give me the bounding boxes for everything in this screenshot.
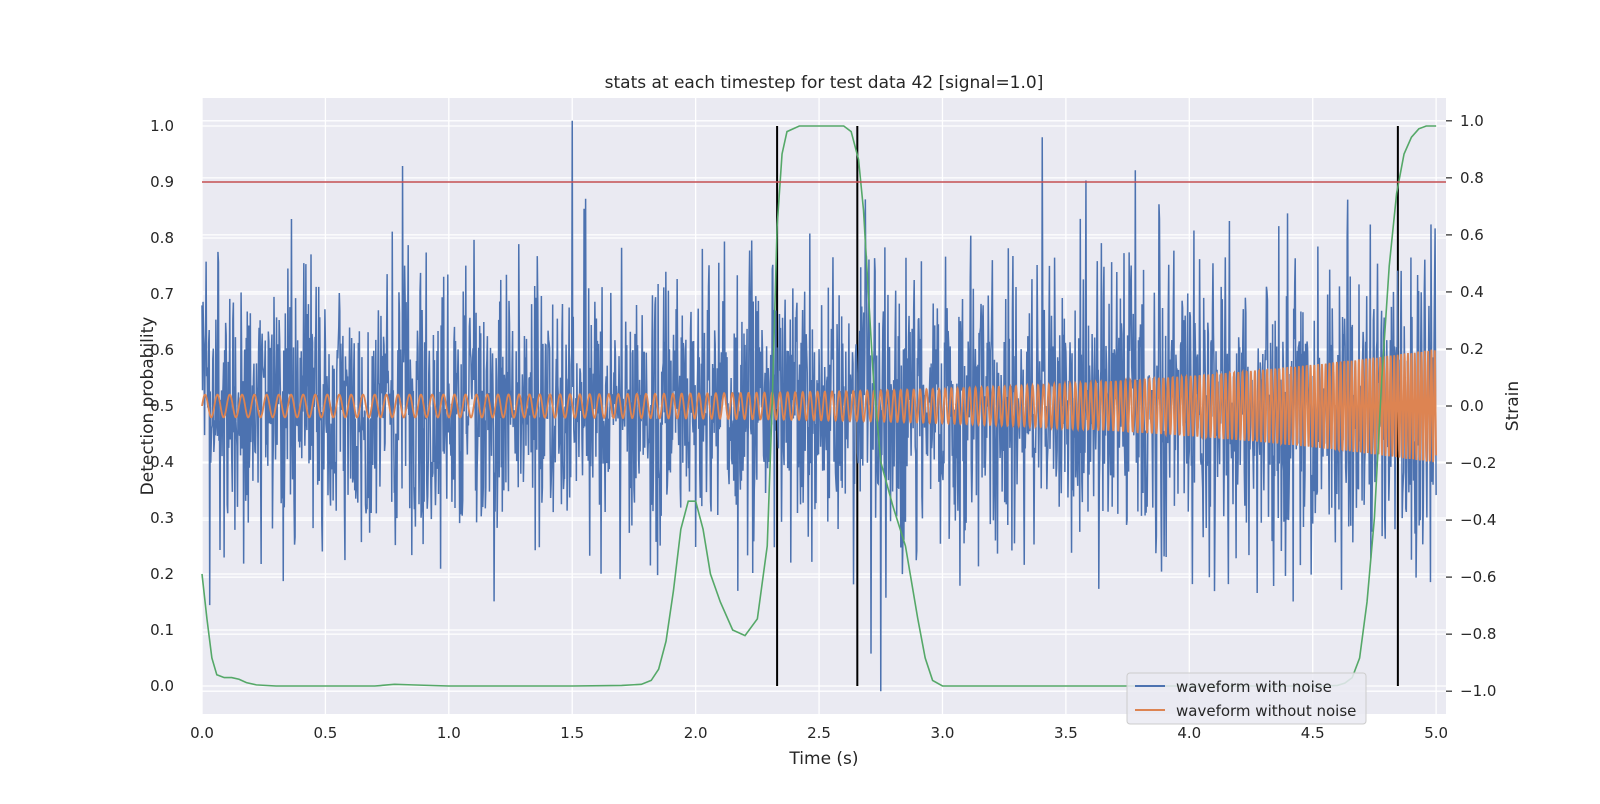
y-left-tick-label: 0.7 <box>150 285 174 303</box>
y-left-tick-label: 0.9 <box>150 173 174 191</box>
y-right-tick-label: 0.2 <box>1460 340 1484 358</box>
y-right-tick-label: 1.0 <box>1460 112 1484 130</box>
y-left-tick-label: 0.8 <box>150 229 174 247</box>
y-right-tick-label: 0.0 <box>1460 397 1484 415</box>
tick-labels: 0.0 0.5 1.0 1.5 2.0 2.5 3.0 3.5 4.0 4.5 5.0 0.0 0.1 0… <box>150 112 1496 742</box>
legend: waveform with noise waveform without noi… <box>1126 672 1367 725</box>
x-tick-label: 5.0 <box>1424 724 1448 742</box>
x-tick-label: 0.0 <box>190 724 214 742</box>
y-left-tick-label: 1.0 <box>150 117 174 135</box>
y-left-tick-label: 0.6 <box>150 341 174 359</box>
y-right-tick-label: −0.2 <box>1460 454 1496 472</box>
y-left-tick-label: 0.3 <box>150 509 174 527</box>
noise-series-group <box>201 120 1437 692</box>
x-tick-label: 4.5 <box>1301 724 1325 742</box>
y-right-tick-label: 0.6 <box>1460 226 1484 244</box>
y-right-tick-label: 0.4 <box>1460 283 1484 301</box>
y-left-tick-label: 0.4 <box>150 453 174 471</box>
x-tick-label: 2.0 <box>684 724 708 742</box>
y-axis-label-right: Strain <box>1503 381 1523 431</box>
y-right-tick-label: −1.0 <box>1460 682 1496 700</box>
x-axis-label: Time (s) <box>788 749 858 769</box>
x-tick-label: 4.0 <box>1177 724 1201 742</box>
clean-series-group <box>201 349 1438 463</box>
legend-label-noise: waveform with noise <box>1176 678 1332 696</box>
series-line-clean <box>201 349 1438 463</box>
y-right-tick-label: −0.6 <box>1460 568 1496 586</box>
legend-label-clean: waveform without noise <box>1176 702 1356 720</box>
y-left-tick-label: 0.1 <box>150 621 174 639</box>
legend-box <box>1126 672 1367 725</box>
x-tick-label: 1.0 <box>437 724 461 742</box>
x-tick-label: 2.5 <box>807 724 831 742</box>
x-tick-label: 3.5 <box>1054 724 1078 742</box>
series-line-noise <box>201 120 1437 692</box>
chart-title: stats at each timestep for test data 42 … <box>605 73 1044 93</box>
y-left-tick-label: 0.5 <box>150 397 174 415</box>
x-tick-label: 1.5 <box>560 724 584 742</box>
y-axis-label-left: Detection probability <box>138 317 158 496</box>
y-left-tick-label: 0.0 <box>150 677 174 695</box>
x-tick-label: 0.5 <box>313 724 337 742</box>
y-right-tick-label: 0.8 <box>1460 169 1484 187</box>
y-right-tick-label: −0.4 <box>1460 511 1496 529</box>
x-tick-label: 3.0 <box>931 724 955 742</box>
y-left-tick-label: 0.2 <box>150 565 174 583</box>
y-right-tick-label: −0.8 <box>1460 625 1496 643</box>
